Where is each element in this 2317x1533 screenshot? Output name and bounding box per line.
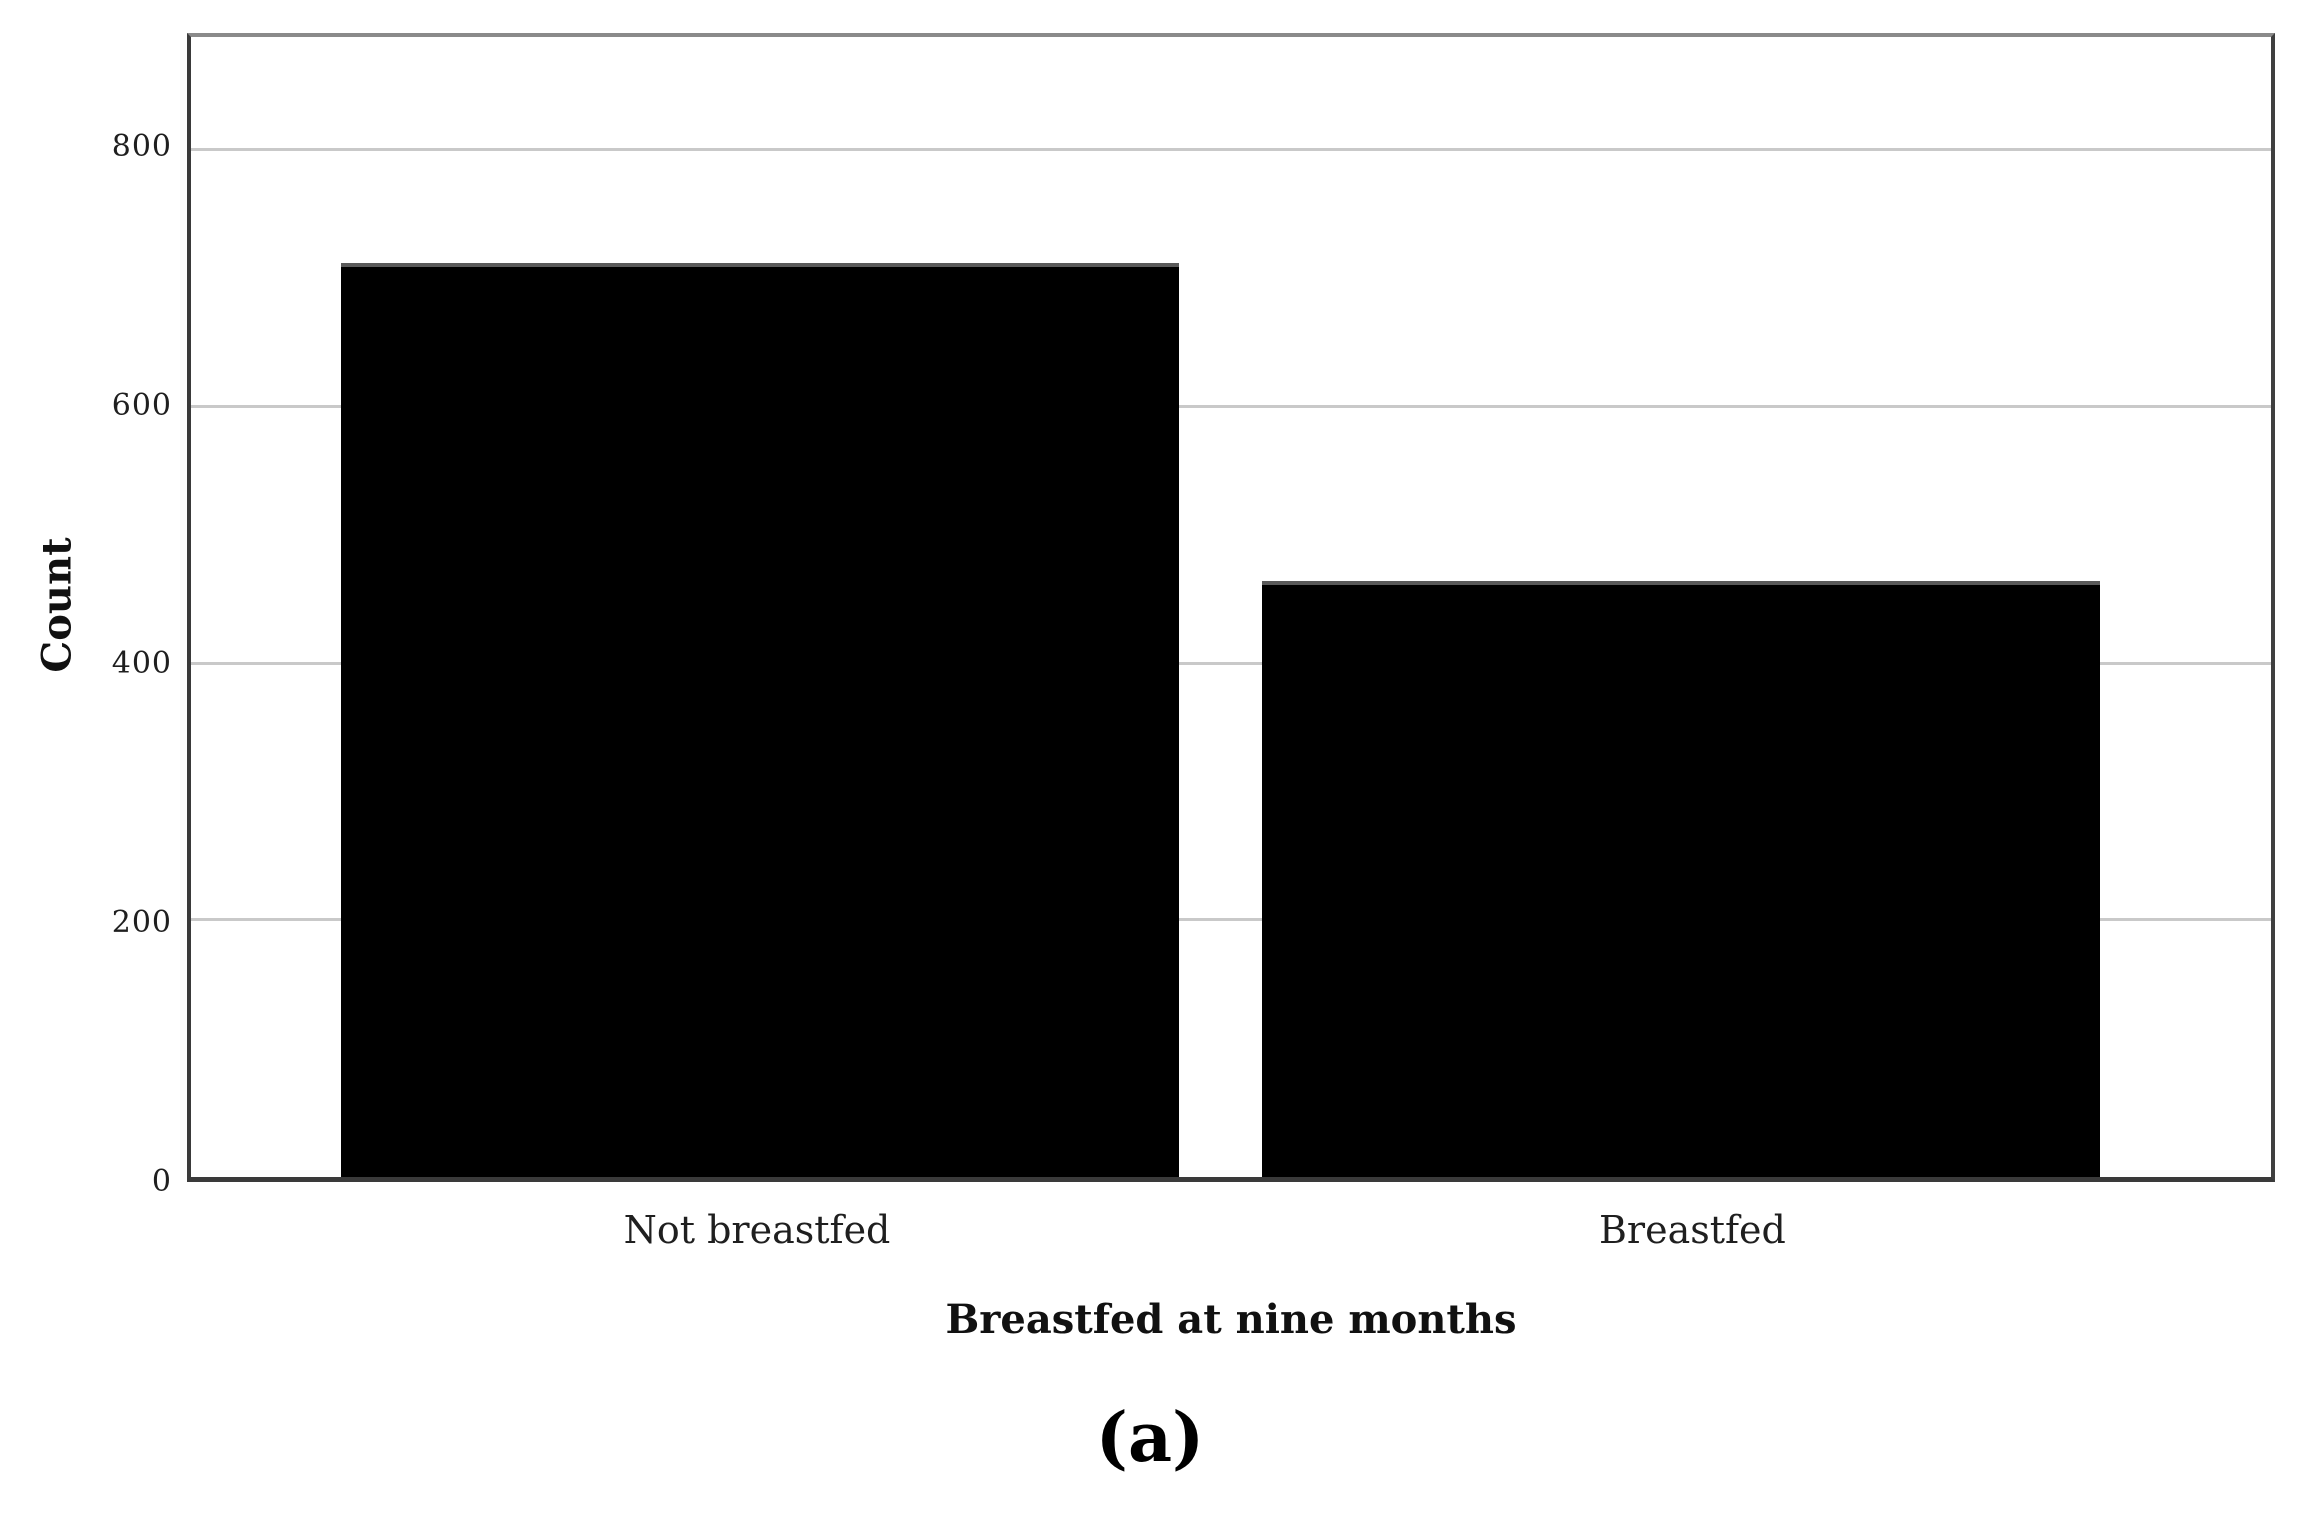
bar-breastfed [1262,581,2101,1177]
y-tick-label-200: 200 [111,905,172,941]
gridline-800 [191,147,2271,151]
plot-area [187,33,2275,1182]
gridline-400 [191,661,2271,665]
bars-layer [191,37,2271,1177]
x-tick-label-not-breastfed: Not breastfed [623,1208,891,1252]
gridline-600 [191,404,2271,408]
y-tick-label-600: 600 [111,387,172,423]
y-tick-label-800: 800 [111,128,172,164]
x-axis-title: Breastfed at nine months [945,1296,1517,1343]
bar-not-breastfed [340,262,1179,1177]
y-tick-label-0: 0 [151,1164,172,1199]
figure-caption: (a) [1095,1398,1205,1478]
x-tick-label-breastfed: Breastfed [1598,1208,1786,1252]
gridline-200 [191,918,2271,922]
y-tick-label-400: 400 [111,646,172,682]
gridlines-layer [191,37,2271,1177]
